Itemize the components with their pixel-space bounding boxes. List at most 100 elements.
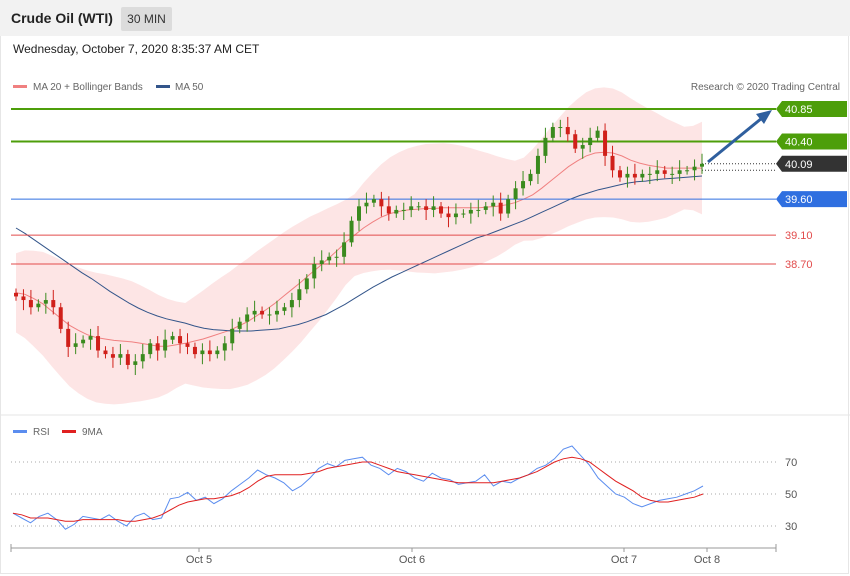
resistance-label: 40.40 [785, 136, 813, 148]
chart-frame [0, 36, 849, 574]
candle [43, 300, 48, 304]
candle [88, 336, 93, 340]
ma50-line [15, 175, 703, 332]
candle [237, 321, 242, 329]
candle [215, 350, 220, 355]
candle [58, 307, 63, 329]
candle [446, 213, 451, 218]
candle [185, 343, 190, 347]
ma50-legend-label: MA 50 [175, 82, 204, 93]
rsi-tick-label: 70 [785, 457, 797, 469]
candle [140, 354, 145, 362]
candle [439, 206, 444, 214]
candle [603, 130, 608, 156]
candle [625, 173, 630, 178]
support-label: 38.70 [785, 259, 813, 271]
candle [371, 199, 376, 203]
candle [133, 361, 138, 365]
candle [252, 310, 257, 315]
candle [573, 134, 578, 149]
resistance-label: 40.85 [785, 104, 813, 116]
candle [521, 181, 526, 189]
candle [96, 336, 101, 351]
candle [565, 127, 570, 135]
candle [476, 209, 481, 211]
candle [453, 213, 458, 218]
rsi-ma-legend-swatch [62, 430, 76, 433]
x-tick-label: Oct 7 [611, 554, 637, 566]
candle [409, 206, 414, 210]
candle [66, 328, 71, 347]
pivot-label: 39.60 [785, 194, 813, 206]
candle [491, 202, 496, 207]
candle [513, 188, 518, 200]
candle [416, 206, 421, 208]
chart-header: Crude Oil (WTI) 30 MIN [0, 0, 850, 36]
candle [617, 170, 622, 178]
candle [81, 339, 86, 344]
x-tick-label: Oct 6 [399, 554, 425, 566]
rsi-legend-swatch [13, 430, 27, 433]
candle [670, 173, 675, 175]
resistance-label-bg [776, 101, 847, 117]
bollinger-bands [16, 87, 702, 405]
forecast-arrow [707, 110, 772, 164]
candle [260, 310, 265, 315]
candle [662, 170, 667, 174]
candle [267, 314, 272, 316]
candle [595, 130, 600, 138]
candle [692, 166, 697, 171]
candle [155, 343, 160, 351]
candle [431, 206, 436, 210]
candle [386, 206, 391, 214]
candle [535, 155, 540, 174]
candle [125, 354, 130, 365]
candle [528, 173, 533, 182]
candle [73, 343, 78, 347]
candle [110, 354, 115, 358]
instrument-title: Crude Oil (WTI) [11, 10, 113, 26]
ma20-legend-swatch [13, 85, 27, 88]
candle [640, 173, 645, 178]
candle [282, 307, 287, 311]
candle [14, 292, 18, 297]
candle [319, 260, 324, 264]
candle [297, 289, 302, 301]
ma20-legend-label: MA 20 + Bollinger Bands [33, 82, 143, 93]
credit-text: Research © 2020 Trading Central [691, 82, 840, 93]
rsi-tick-label: 30 [785, 521, 797, 533]
candle [334, 256, 339, 258]
candle [342, 242, 347, 257]
rsi-tick-label: 50 [785, 489, 797, 501]
candle [379, 199, 384, 207]
candle [103, 350, 108, 355]
candle [580, 145, 585, 149]
candle [461, 213, 466, 215]
candle [655, 170, 660, 174]
rsi-legend-label: RSI [33, 427, 50, 438]
candle [51, 300, 56, 308]
timestamp: Wednesday, October 7, 2020 8:35:37 AM CE… [13, 42, 260, 56]
interval-button[interactable]: 30 MIN [121, 7, 172, 31]
rsi-ma-legend-label: 9MA [82, 427, 103, 438]
candle [178, 336, 183, 344]
rsi-ma-line [12, 456, 704, 522]
candle [274, 310, 279, 315]
candle [312, 264, 317, 279]
candle [543, 137, 548, 156]
candle [558, 127, 563, 129]
candle [163, 339, 168, 351]
candle [230, 328, 235, 344]
support-label: 39.10 [785, 230, 813, 242]
candle [647, 173, 652, 175]
current-price-label: 40.09 [785, 159, 813, 171]
candle [677, 170, 682, 174]
x-tick-label: Oct 5 [186, 554, 212, 566]
candle [685, 170, 690, 172]
candle [401, 209, 406, 211]
candle [468, 209, 473, 214]
rsi-line [12, 445, 704, 530]
candle [424, 206, 429, 210]
candle [349, 220, 354, 243]
